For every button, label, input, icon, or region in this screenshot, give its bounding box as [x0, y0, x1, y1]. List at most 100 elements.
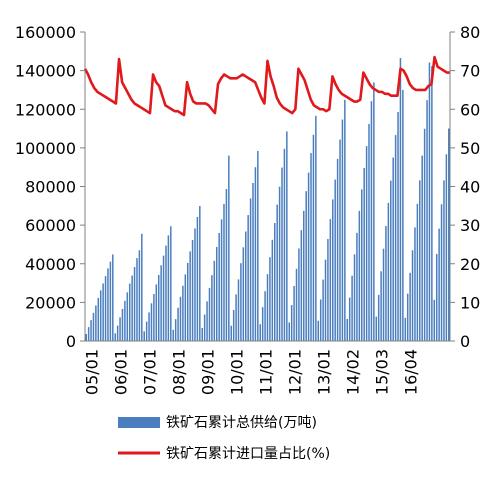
- right-axis-tick-label: 40: [460, 178, 480, 197]
- bar: [387, 202, 390, 341]
- bar: [324, 259, 327, 341]
- left-axis-tick-label: 60000: [25, 216, 76, 235]
- bar: [298, 248, 300, 341]
- bar: [448, 128, 450, 341]
- bar: [370, 101, 373, 341]
- bar: [392, 157, 394, 341]
- right-axis-tick-label: 60: [460, 100, 480, 119]
- bar: [317, 320, 320, 341]
- x-axis-tick-label: 08/01: [169, 349, 188, 395]
- bar: [404, 317, 407, 341]
- bar: [203, 314, 206, 341]
- bar: [281, 167, 283, 341]
- bar: [235, 294, 237, 341]
- left-axis-tick-label: 0: [66, 332, 76, 351]
- bar: [411, 250, 414, 341]
- bar: [242, 247, 245, 341]
- bar: [97, 297, 100, 341]
- bar: [191, 240, 194, 341]
- legend-line-label: 铁矿石累计进口量占比(%): [166, 446, 330, 462]
- bar: [274, 223, 276, 341]
- bar: [419, 180, 421, 341]
- bar: [423, 128, 426, 341]
- bar: [341, 119, 344, 342]
- bar: [264, 291, 266, 341]
- axes: [80, 31, 455, 342]
- line-series: [83, 55, 450, 117]
- bar: [283, 148, 286, 341]
- bar: [276, 204, 278, 341]
- left-axis-tick-label: 40000: [25, 255, 76, 274]
- bar: [150, 303, 153, 341]
- bar: [249, 198, 252, 341]
- bar: [390, 180, 392, 341]
- bar: [199, 206, 201, 341]
- bar: [121, 308, 124, 341]
- right-axis-tick-label: 20: [460, 255, 480, 274]
- legend-bar-swatch: [118, 417, 160, 428]
- bar: [136, 258, 138, 341]
- bar: [315, 115, 317, 341]
- bar: [186, 262, 189, 341]
- bar: [172, 329, 174, 341]
- bar: [189, 251, 191, 341]
- bar: [177, 307, 179, 341]
- bar: [128, 283, 131, 341]
- bar: [266, 274, 269, 341]
- bar: [206, 301, 208, 341]
- bar: [208, 287, 211, 341]
- tick-labels: 0 20000 40000 60000 80000 100000 120000 140000 1…: [15, 23, 480, 395]
- bar: [293, 285, 295, 341]
- bar: [126, 292, 129, 341]
- bar: [322, 279, 324, 341]
- bar: [141, 233, 143, 341]
- bar: [102, 283, 104, 341]
- bar: [232, 309, 235, 341]
- bar: [99, 290, 102, 341]
- bar-series: [85, 58, 450, 342]
- bar: [305, 191, 307, 341]
- bar: [426, 100, 428, 341]
- right-axis-tick-label: 10: [460, 293, 480, 312]
- bar: [300, 230, 303, 341]
- legend: 铁矿石累计总供给(万吨) 铁矿石累计进口量占比(%): [118, 415, 330, 462]
- bar: [286, 131, 288, 341]
- bar: [201, 328, 203, 341]
- bar: [240, 263, 242, 341]
- bar: [363, 167, 365, 341]
- bar: [85, 334, 87, 341]
- bar: [414, 227, 416, 341]
- left-axis-tick-label: 140000: [15, 62, 76, 81]
- x-axis-tick-label: 06/01: [111, 349, 130, 395]
- bar: [382, 248, 385, 341]
- bar: [406, 293, 409, 341]
- bar: [220, 219, 223, 341]
- bar: [92, 312, 95, 341]
- right-axis-tick-label: 0: [460, 332, 470, 351]
- bar: [356, 232, 358, 341]
- bar: [196, 217, 199, 341]
- bar: [409, 272, 411, 341]
- bar: [107, 268, 109, 341]
- right-axis-tick-label: 30: [460, 216, 480, 235]
- right-axis-tick-label: 50: [460, 139, 480, 158]
- bar: [416, 203, 419, 341]
- bar: [223, 203, 225, 341]
- bar: [373, 82, 375, 341]
- bar: [179, 296, 182, 341]
- bar: [95, 305, 97, 341]
- bar: [116, 325, 119, 341]
- bar: [257, 150, 259, 341]
- bar: [346, 318, 349, 341]
- x-axis-tick-label: 14/02: [343, 349, 362, 395]
- bar: [87, 327, 90, 341]
- bar: [252, 183, 254, 341]
- bar: [397, 111, 399, 341]
- bar: [225, 189, 228, 341]
- left-axis-tick-label: 100000: [15, 139, 76, 158]
- bar: [319, 299, 322, 341]
- bar: [344, 99, 346, 341]
- x-axis-tick-label: 13/01: [314, 349, 333, 395]
- bar: [375, 316, 378, 341]
- x-axis-tick-label: 12/01: [285, 349, 304, 395]
